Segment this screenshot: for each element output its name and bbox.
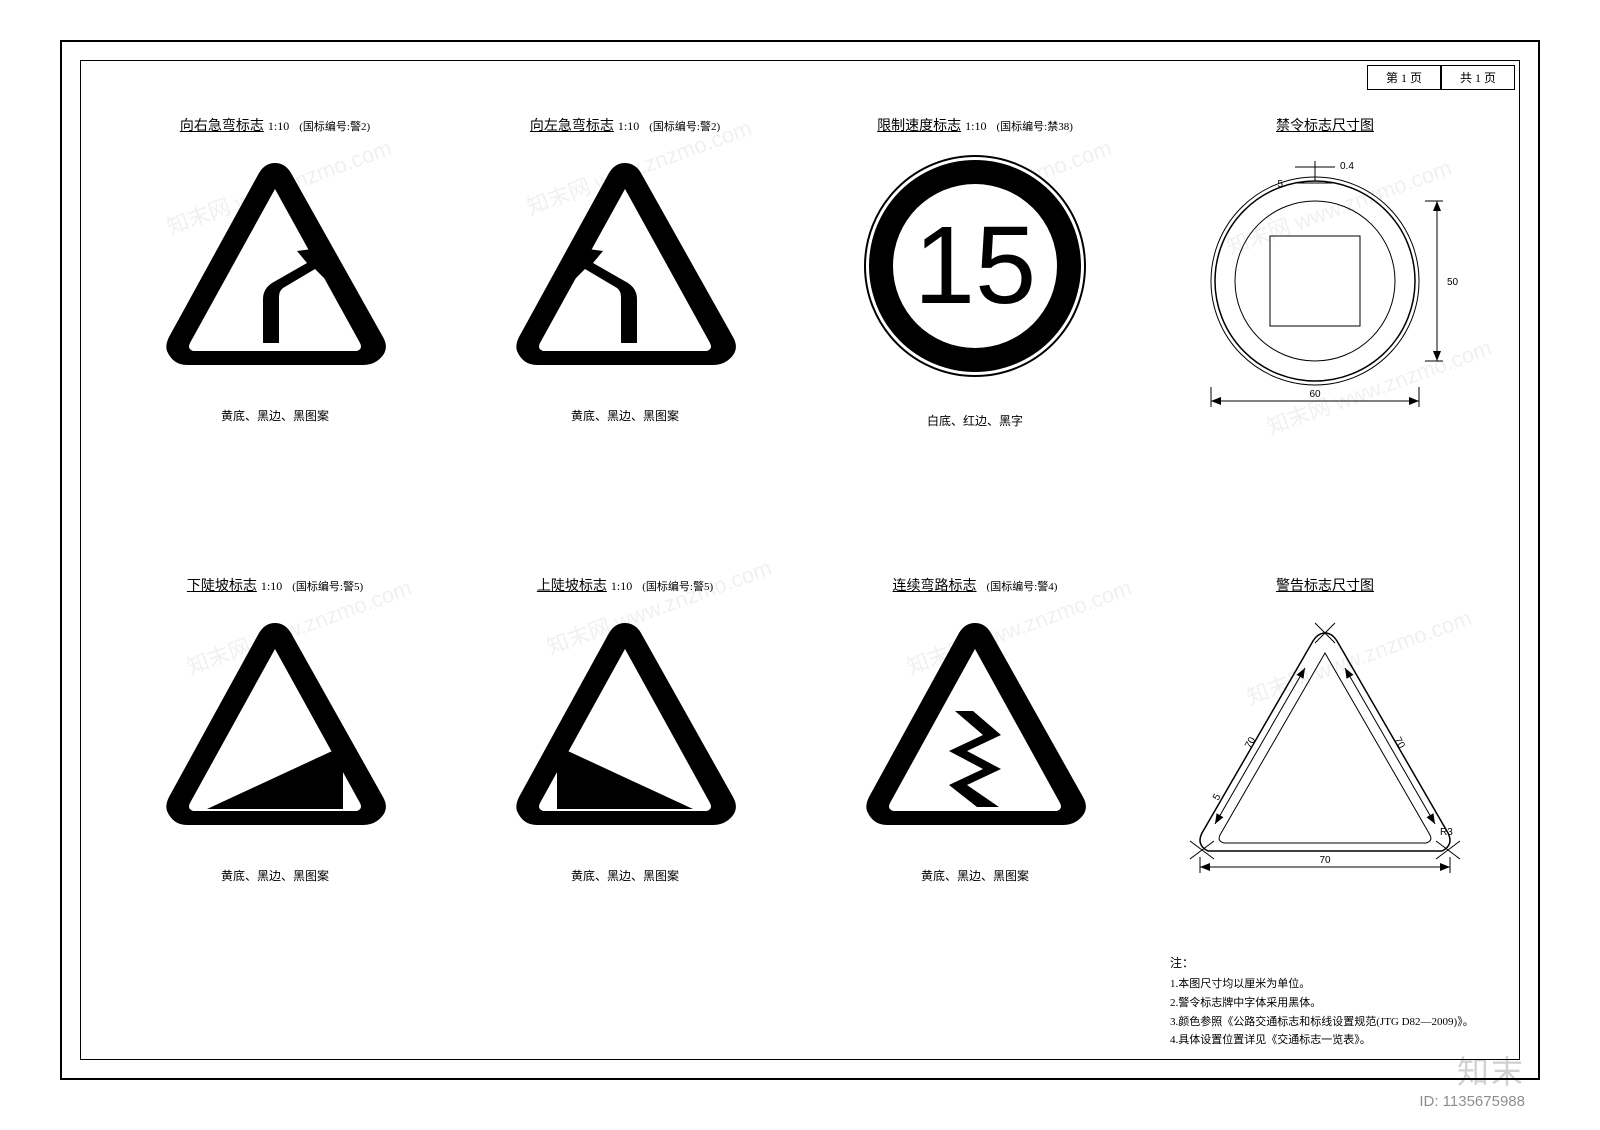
notes-line-3: 3.颜色参照《公路交通标志和标线设置规范(JTG D82—2009)》。 xyxy=(1170,1013,1500,1032)
sign-title: 禁令标志尺寸图 xyxy=(1276,115,1374,135)
notes-title: 注： xyxy=(1170,953,1500,973)
sign-cell: 限制速度标志 1:10 (国标编号:禁38) 15 白底、红边、黑字 xyxy=(800,115,1150,575)
sign-title: 限制速度标志 xyxy=(877,115,961,135)
sign-description: 黄底、黑边、黑图案 xyxy=(571,867,679,884)
sign-header: 向右急弯标志 1:10 (国标编号:警2) xyxy=(180,115,370,135)
sign-code: (国标编号:警5) xyxy=(642,578,713,594)
sign-scale: 1:10 xyxy=(618,119,639,134)
sign-cell: 上陡坡标志 1:10 (国标编号:警5) 黄底、黑边、黑图案 xyxy=(450,575,800,1035)
svg-text:0.4: 0.4 xyxy=(1340,161,1354,172)
sign-header: 上陡坡标志 1:10 (国标编号:警5) xyxy=(537,575,713,595)
page-info: 第 1 页 共 1 页 xyxy=(1367,65,1515,90)
sign-code: (国标编号:警4) xyxy=(987,578,1058,594)
brand-name: 知末 xyxy=(1419,1047,1525,1093)
page-total: 共 1 页 xyxy=(1441,65,1515,90)
sign-description: 黄底、黑边、黑图案 xyxy=(571,407,679,424)
sign-code: (国标编号:警5) xyxy=(292,578,363,594)
sign-cell: 下陡坡标志 1:10 (国标编号:警5) 黄底、黑边、黑图案 xyxy=(100,575,450,1035)
sign-scale: 1:10 xyxy=(261,579,282,594)
svg-text:50: 50 xyxy=(1447,277,1459,288)
sign-graphic: 60 50 0.4 5 xyxy=(1175,151,1475,436)
sign-graphic xyxy=(155,151,395,381)
sign-cell: 禁令标志尺寸图 60 50 0.4 5 xyxy=(1150,115,1500,575)
sign-header: 下陡坡标志 1:10 (国标编号:警5) xyxy=(187,575,363,595)
svg-text:70: 70 xyxy=(1392,735,1407,751)
sign-header: 连续弯路标志 (国标编号:警4) xyxy=(893,575,1058,595)
sign-description: 白底、红边、黑字 xyxy=(927,412,1023,429)
sign-title: 警告标志尺寸图 xyxy=(1276,575,1374,595)
notes-line-2: 2.警令标志牌中字体采用黑体。 xyxy=(1170,994,1500,1013)
warning-triangle-icon xyxy=(155,611,395,836)
svg-text:R3: R3 xyxy=(1440,827,1453,838)
sign-graphic: 70 70 70 5 R3 xyxy=(1170,611,1480,896)
sign-scale: 1:10 xyxy=(268,119,289,134)
sign-header: 禁令标志尺寸图 xyxy=(1276,115,1374,135)
triangle-dimension-icon: 70 70 70 5 R3 xyxy=(1170,611,1480,891)
svg-text:5: 5 xyxy=(1277,179,1283,190)
svg-text:60: 60 xyxy=(1309,389,1321,400)
sign-description: 黄底、黑边、黑图案 xyxy=(221,407,329,424)
svg-text:70: 70 xyxy=(1319,855,1331,866)
svg-text:15: 15 xyxy=(914,204,1036,327)
sign-header: 向左急弯标志 1:10 (国标编号:警2) xyxy=(530,115,720,135)
notes-block: 注： 1.本图尺寸均以厘米为单位。 2.警令标志牌中字体采用黑体。 3.颜色参照… xyxy=(1170,953,1500,1050)
sign-code: (国标编号:禁38) xyxy=(996,118,1072,134)
sign-code: (国标编号:警2) xyxy=(299,118,370,134)
speed-limit-icon: 15 xyxy=(860,151,1090,381)
circle-dimension-icon: 60 50 0.4 5 xyxy=(1175,151,1475,431)
sign-graphic xyxy=(155,611,395,841)
sign-graphic xyxy=(505,611,745,841)
sign-scale: 1:10 xyxy=(965,119,986,134)
brand-block: 知末 ID: 1135675988 xyxy=(1419,1047,1525,1110)
sign-title: 下陡坡标志 xyxy=(187,575,257,595)
sign-cell: 向右急弯标志 1:10 (国标编号:警2) 黄底、黑边、黑图案 xyxy=(100,115,450,575)
sign-scale: 1:10 xyxy=(611,579,632,594)
sign-title: 上陡坡标志 xyxy=(537,575,607,595)
svg-text:70: 70 xyxy=(1243,735,1258,751)
warning-triangle-icon xyxy=(155,151,395,376)
sign-title: 连续弯路标志 xyxy=(893,575,977,595)
svg-text:5: 5 xyxy=(1211,792,1224,803)
sign-description: 黄底、黑边、黑图案 xyxy=(221,867,329,884)
sign-description: 黄底、黑边、黑图案 xyxy=(921,867,1029,884)
sign-code: (国标编号:警2) xyxy=(649,118,720,134)
signs-grid: 向右急弯标志 1:10 (国标编号:警2) 黄底、黑边、黑图案 向左急弯标志 1:10 (国… xyxy=(100,115,1500,1035)
sign-header: 警告标志尺寸图 xyxy=(1276,575,1374,595)
brand-id: ID: 1135675988 xyxy=(1419,1093,1525,1110)
sign-graphic: 15 xyxy=(860,151,1090,386)
sign-cell: 向左急弯标志 1:10 (国标编号:警2) 黄底、黑边、黑图案 xyxy=(450,115,800,575)
sign-title: 向右急弯标志 xyxy=(180,115,264,135)
warning-triangle-icon xyxy=(855,611,1095,836)
warning-triangle-icon xyxy=(505,611,745,836)
warning-triangle-icon xyxy=(505,151,745,376)
sign-title: 向左急弯标志 xyxy=(530,115,614,135)
page-current: 第 1 页 xyxy=(1367,65,1441,90)
sign-graphic xyxy=(505,151,745,381)
notes-line-1: 1.本图尺寸均以厘米为单位。 xyxy=(1170,975,1500,994)
sign-header: 限制速度标志 1:10 (国标编号:禁38) xyxy=(877,115,1073,135)
sign-cell: 连续弯路标志 (国标编号:警4) 黄底、黑边、黑图案 xyxy=(800,575,1150,1035)
sign-graphic xyxy=(855,611,1095,841)
